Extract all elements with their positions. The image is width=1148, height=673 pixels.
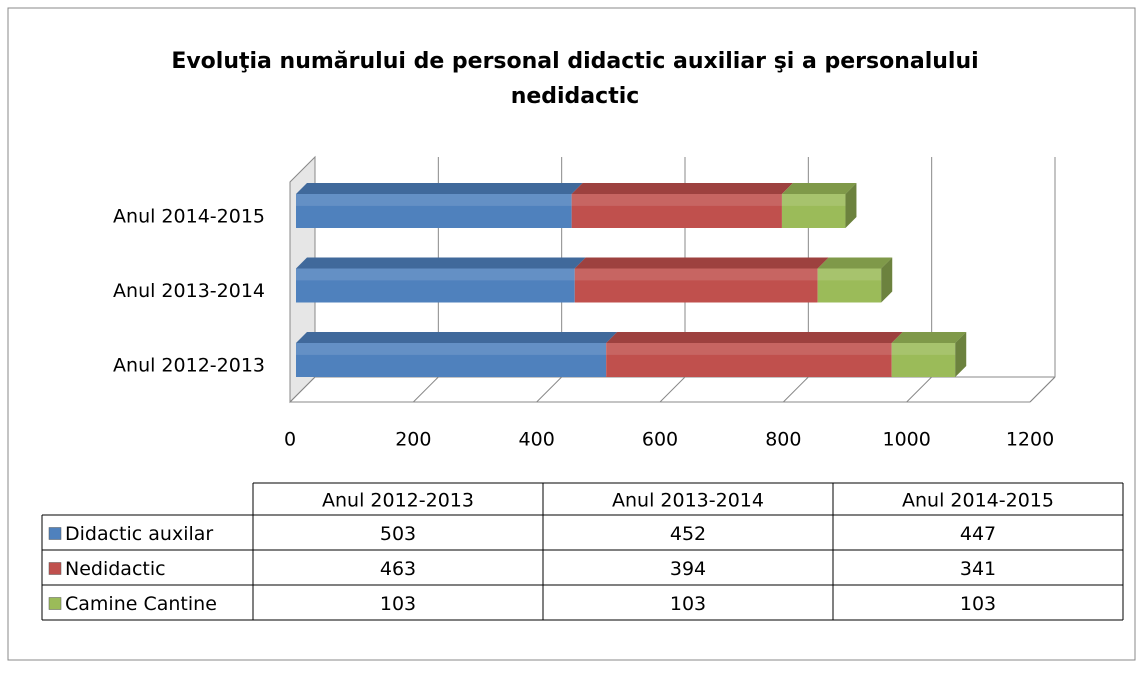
floor-grid-line xyxy=(289,376,316,403)
bar-highlight xyxy=(606,343,892,355)
bar-top xyxy=(891,332,967,343)
bar-front xyxy=(781,194,846,228)
bar-highlight xyxy=(817,268,882,281)
bar-highlight xyxy=(296,194,572,206)
bar-segment xyxy=(296,257,586,303)
bar-side-shade xyxy=(845,183,857,228)
y-tick-label: Anul 2012-2013 xyxy=(113,355,265,377)
bar-top-shade xyxy=(891,332,967,343)
table-value: 447 xyxy=(960,523,996,545)
floor-grid-line xyxy=(412,376,439,403)
table-value: 103 xyxy=(380,593,416,615)
bar-front xyxy=(574,268,818,303)
x-tick-label: 1000 xyxy=(882,429,930,451)
bar-highlight xyxy=(781,194,846,206)
chart-title-line: nedidactic xyxy=(511,84,640,109)
bar-front xyxy=(606,343,892,377)
bar-side-shade xyxy=(881,257,893,303)
bar-front xyxy=(296,343,607,377)
bar-front xyxy=(571,194,782,228)
bar-front xyxy=(296,268,575,303)
table-value: 503 xyxy=(380,523,416,545)
floor-grid-line xyxy=(1029,376,1056,403)
bar-highlight xyxy=(296,343,607,355)
title-part: Evoluţia numărului de personal didactic … xyxy=(171,49,978,74)
bar-side xyxy=(955,332,967,377)
bar-top xyxy=(606,332,903,343)
title-part: nedidactic xyxy=(511,84,640,109)
floor-grid-line xyxy=(906,376,933,403)
bar-top-shade xyxy=(606,332,903,343)
bar-highlight xyxy=(574,268,818,281)
table-header: Anul 2013-2014 xyxy=(612,490,764,512)
bar-segment xyxy=(571,183,793,228)
table-value: 452 xyxy=(670,523,706,545)
legend-key xyxy=(48,527,62,540)
bar-highlight xyxy=(891,343,956,355)
x-tick-label: 800 xyxy=(765,429,801,451)
bar-highlight xyxy=(571,194,782,206)
table-value: 103 xyxy=(670,593,706,615)
bar-top xyxy=(781,183,857,194)
table-value: 341 xyxy=(960,558,996,580)
bar-side-shade xyxy=(955,332,967,377)
legend-key xyxy=(48,562,62,575)
bar-segment xyxy=(891,332,967,377)
bar-top-shade xyxy=(296,257,586,269)
bar-top-shade xyxy=(817,257,893,269)
bar-side xyxy=(881,257,893,303)
bar-top-shade xyxy=(574,257,829,269)
table-header: Anul 2014-2015 xyxy=(902,490,1054,512)
bar-top-shade xyxy=(781,183,857,194)
bar-top xyxy=(296,332,618,343)
bar-top xyxy=(571,183,793,194)
y-tick-label: Anul 2014-2015 xyxy=(113,206,265,228)
bar-top-shade xyxy=(296,332,618,343)
floor-grid-line xyxy=(536,376,563,403)
bar-segment xyxy=(781,183,857,228)
x-tick-label: 600 xyxy=(642,429,678,451)
bar-top-shade xyxy=(571,183,793,194)
table-header: Anul 2012-2013 xyxy=(322,490,474,512)
table-value: 394 xyxy=(670,558,706,580)
bar-segment xyxy=(296,183,583,228)
bar-segment xyxy=(574,257,829,303)
x-tick-label: 0 xyxy=(284,429,296,451)
legend-key xyxy=(48,597,62,610)
chart-title: Evoluţia numărului de personal didactic … xyxy=(171,49,978,74)
legend-label: Nedidactic xyxy=(65,558,166,580)
floor-grid-line xyxy=(782,376,809,403)
x-tick-label: 200 xyxy=(395,429,431,451)
bar-top xyxy=(296,257,586,269)
bar-top xyxy=(574,257,829,269)
bar-segment xyxy=(817,257,893,303)
bar-top xyxy=(817,257,893,269)
x-tick-label: 400 xyxy=(519,429,555,451)
bar-side xyxy=(845,183,857,228)
bar-segment xyxy=(296,332,618,377)
bar-top-shade xyxy=(296,183,583,194)
table-value: 103 xyxy=(960,593,996,615)
bar-segment xyxy=(606,332,903,377)
y-tick-label: Anul 2013-2014 xyxy=(113,280,265,302)
legend-label: Didactic auxilar xyxy=(65,523,213,545)
bar-front xyxy=(817,268,882,303)
legend-label: Camine Cantine xyxy=(65,593,217,615)
table-value: 463 xyxy=(380,558,416,580)
bar-front xyxy=(296,194,572,228)
bar-front xyxy=(891,343,956,377)
bar-top xyxy=(296,183,583,194)
x-tick-label: 1200 xyxy=(1006,429,1054,451)
bar-highlight xyxy=(296,268,575,281)
floor-grid-line xyxy=(659,376,686,403)
